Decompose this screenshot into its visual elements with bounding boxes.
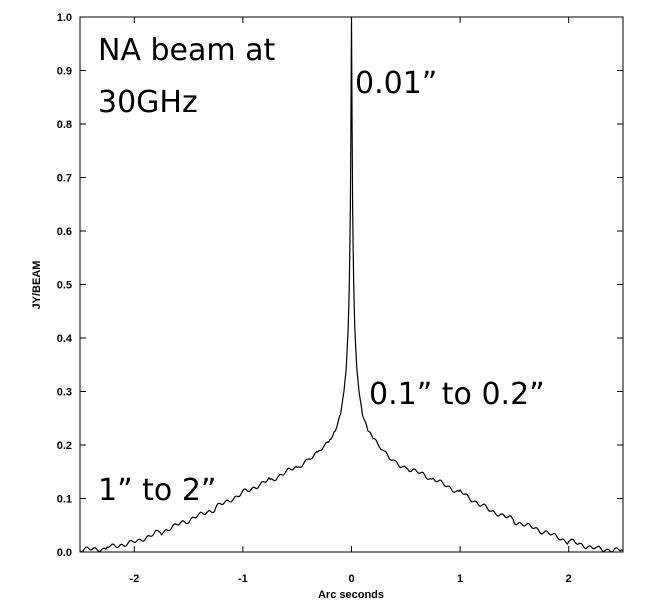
x-tick-label: 0 <box>348 573 354 585</box>
beam-profile-line <box>79 16 624 553</box>
y-tick-label: 0.8 <box>57 119 72 131</box>
x-axis: -2 -1 0 1 2 <box>129 17 572 585</box>
y-tick-label: 0.4 <box>57 333 73 345</box>
y-tick-label: 0.1 <box>57 494 72 506</box>
y-tick-label: 0.7 <box>57 173 72 185</box>
y-axis-title: JY/BEAM <box>31 261 43 310</box>
annotation-wing-label: 1” to 2” <box>98 473 216 508</box>
y-tick-label: 0.0 <box>57 547 72 559</box>
annotation-beam-title-line1: NA beam at <box>98 33 276 68</box>
x-tick-label: 1 <box>457 573 463 585</box>
y-axis: 0.0 0.1 0.2 0.3 0.4 0.5 0.6 0.7 0.8 0.9 1.0 <box>57 12 623 559</box>
annotation-mid-label: 0.1” to 0.2” <box>369 377 545 412</box>
y-tick-label: 0.2 <box>57 440 72 452</box>
y-tick-label: 0.9 <box>57 66 72 78</box>
x-tick-label: -2 <box>129 573 139 585</box>
x-axis-title: Arc seconds <box>318 589 384 601</box>
y-tick-label: 0.5 <box>57 280 72 292</box>
x-tick-label: -1 <box>238 573 248 585</box>
annotation-beam-title-line2: 30GHz <box>98 85 198 120</box>
x-tick-label: 2 <box>566 573 572 585</box>
annotation-peak-label: 0.01” <box>355 66 437 101</box>
y-tick-label: 0.6 <box>57 226 72 238</box>
y-tick-label: 0.3 <box>57 387 72 399</box>
y-tick-label: 1.0 <box>57 12 72 24</box>
